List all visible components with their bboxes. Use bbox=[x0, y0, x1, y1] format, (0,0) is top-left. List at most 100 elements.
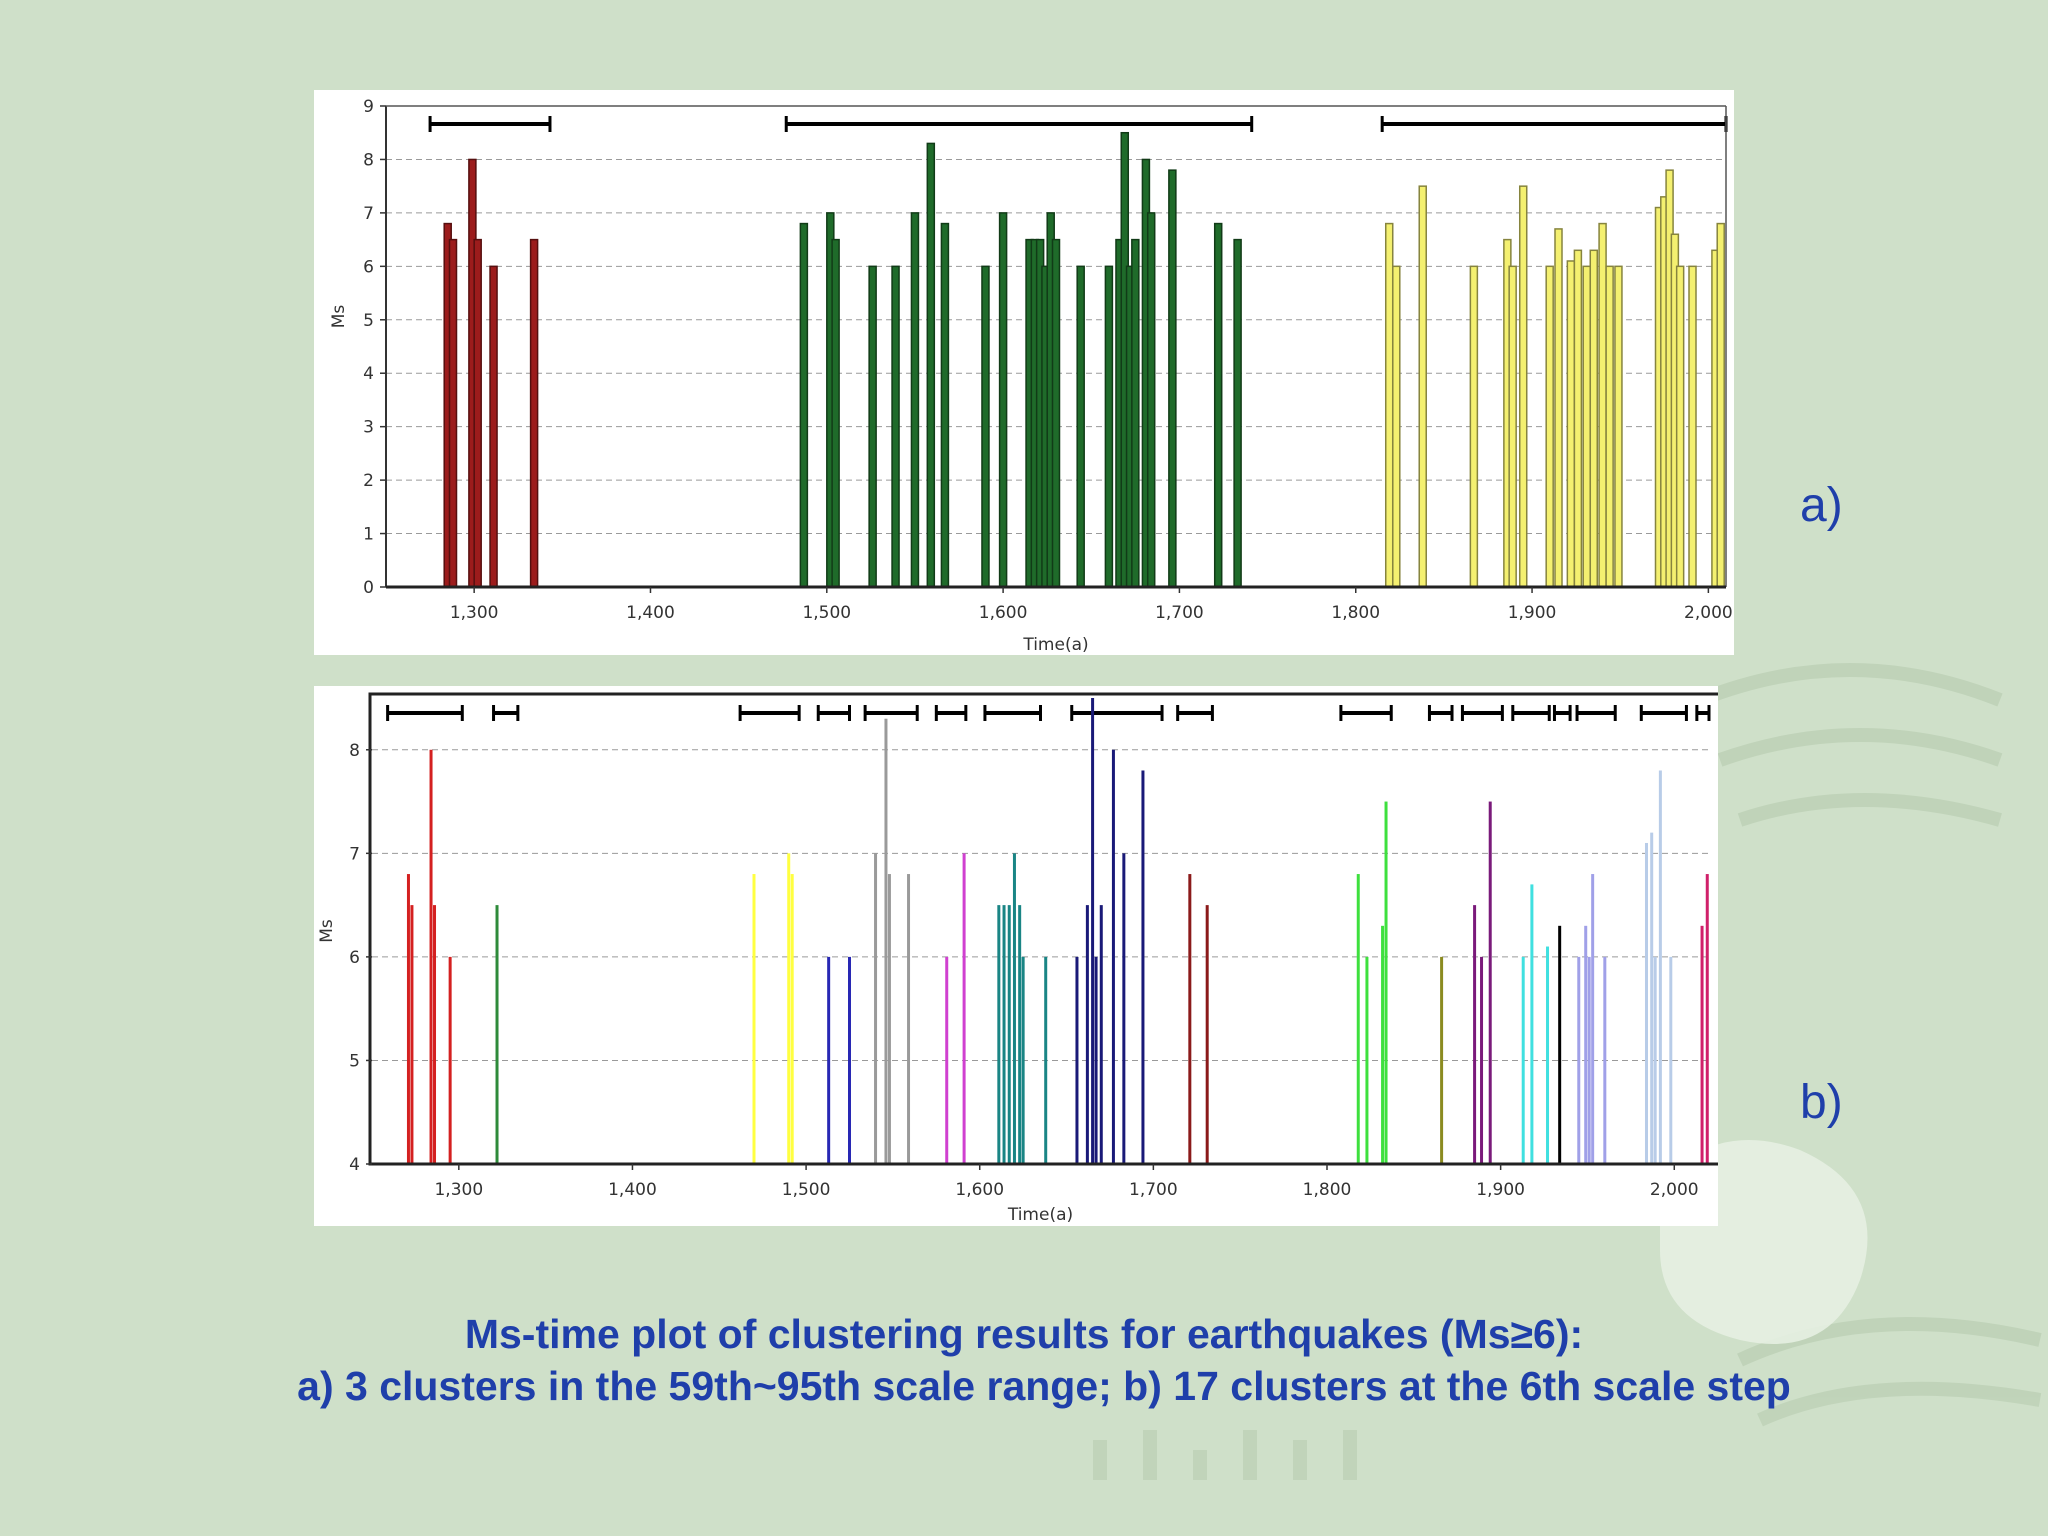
bar bbox=[1168, 169, 1177, 588]
bar bbox=[787, 853, 791, 1164]
x-tick-label: 1,600 bbox=[979, 603, 1028, 623]
bar bbox=[1577, 956, 1581, 1164]
x-tick-label: 1,300 bbox=[450, 603, 499, 623]
x-tick-label: 2,000 bbox=[1650, 1180, 1699, 1200]
bar bbox=[1675, 265, 1685, 588]
y-tick-label: 4 bbox=[349, 1155, 360, 1175]
y-tick-label: 8 bbox=[349, 741, 360, 761]
bar bbox=[1018, 905, 1022, 1164]
y-tick-label: 9 bbox=[363, 97, 374, 117]
panel-label-a: a) bbox=[1800, 479, 1843, 532]
bar bbox=[1546, 946, 1550, 1164]
bar bbox=[1051, 238, 1061, 588]
bar bbox=[1146, 212, 1156, 588]
bar bbox=[1614, 265, 1623, 588]
bar bbox=[910, 212, 920, 588]
bar bbox=[945, 956, 949, 1164]
bar bbox=[1076, 265, 1085, 588]
bar bbox=[1365, 956, 1369, 1164]
bar bbox=[1021, 956, 1025, 1164]
y-tick-label: 5 bbox=[349, 1051, 360, 1071]
y-axis-label: Ms bbox=[317, 919, 337, 943]
bar bbox=[884, 718, 888, 1164]
bar bbox=[962, 853, 966, 1164]
bar bbox=[1141, 770, 1145, 1164]
x-tick-label: 1,900 bbox=[1508, 603, 1557, 623]
bar bbox=[1418, 185, 1427, 588]
bar bbox=[1480, 956, 1484, 1164]
bar bbox=[998, 212, 1008, 588]
bar bbox=[1545, 265, 1554, 588]
x-tick-label: 1,700 bbox=[1155, 603, 1204, 623]
bar bbox=[1591, 874, 1595, 1164]
bar bbox=[1111, 749, 1115, 1164]
bar bbox=[448, 956, 452, 1164]
bar bbox=[1099, 905, 1103, 1164]
bar bbox=[1587, 956, 1591, 1164]
bar bbox=[406, 874, 410, 1164]
x-tick-label: 1,800 bbox=[1303, 1180, 1352, 1200]
panel-label-b: b) bbox=[1800, 1076, 1843, 1129]
bar bbox=[1589, 249, 1599, 588]
bar bbox=[1688, 265, 1697, 588]
x-tick-label: 1,700 bbox=[1129, 1180, 1178, 1200]
x-tick-label: 1,900 bbox=[1476, 1180, 1525, 1200]
y-tick-label: 1 bbox=[363, 525, 374, 545]
bar bbox=[1603, 956, 1607, 1164]
bar bbox=[752, 874, 756, 1164]
bar bbox=[1188, 874, 1192, 1164]
bar bbox=[874, 853, 878, 1164]
caption-line-2: a) 3 clusters in the 59th~95th scale ran… bbox=[297, 1363, 1791, 1409]
bar bbox=[1205, 905, 1209, 1164]
bar bbox=[1085, 905, 1089, 1164]
y-tick-label: 7 bbox=[363, 204, 374, 224]
bar bbox=[907, 874, 911, 1164]
bar bbox=[473, 238, 482, 588]
bar bbox=[1044, 956, 1048, 1164]
bar bbox=[1488, 801, 1492, 1164]
bar bbox=[1653, 956, 1657, 1164]
bar bbox=[940, 222, 950, 588]
bar bbox=[1508, 265, 1517, 588]
bar bbox=[799, 222, 809, 588]
bar bbox=[1012, 853, 1016, 1164]
bar bbox=[1566, 260, 1576, 588]
y-tick-label: 5 bbox=[363, 311, 374, 331]
bar bbox=[1356, 874, 1360, 1164]
plot-frame bbox=[368, 692, 1718, 1166]
bar bbox=[1554, 228, 1563, 588]
x-tick-label: 1,600 bbox=[955, 1180, 1004, 1200]
x-axis-label: Time(a) bbox=[1007, 1205, 1073, 1225]
y-tick-label: 0 bbox=[363, 578, 374, 598]
y-tick-label: 2 bbox=[363, 471, 374, 491]
caption-line-1: Ms-time plot of clustering results for e… bbox=[464, 1311, 1584, 1357]
x-tick-label: 1,500 bbox=[782, 1180, 831, 1200]
y-tick-label: 6 bbox=[349, 948, 360, 968]
x-tick-label: 1,400 bbox=[626, 603, 675, 623]
bar bbox=[489, 265, 498, 588]
bar bbox=[429, 749, 433, 1164]
bar bbox=[1473, 905, 1477, 1164]
bar bbox=[1573, 249, 1583, 588]
chart-panel-a: 0 1 2 3 4 5 6 7 8 9 1,300 1,400 1,500 1,600 1,700 1,800… bbox=[314, 90, 1734, 655]
x-tick-label: 1,800 bbox=[1331, 603, 1380, 623]
bar bbox=[1094, 956, 1098, 1164]
bar bbox=[1558, 925, 1562, 1164]
bar bbox=[1075, 956, 1079, 1164]
y-tick-label: 3 bbox=[363, 418, 374, 438]
bar bbox=[848, 956, 851, 1164]
bar bbox=[1131, 238, 1140, 588]
y-tick-label: 4 bbox=[363, 364, 374, 384]
bar bbox=[831, 238, 840, 588]
bar bbox=[981, 265, 990, 588]
bar bbox=[1584, 925, 1588, 1164]
bar bbox=[1669, 956, 1673, 1164]
bar bbox=[1440, 956, 1444, 1164]
bar bbox=[1007, 905, 1011, 1164]
bar bbox=[1658, 770, 1662, 1164]
bar bbox=[1700, 925, 1704, 1164]
bar bbox=[868, 265, 877, 588]
x-tick-label: 1,300 bbox=[434, 1180, 483, 1200]
bar bbox=[1605, 265, 1614, 588]
bar bbox=[891, 265, 900, 588]
